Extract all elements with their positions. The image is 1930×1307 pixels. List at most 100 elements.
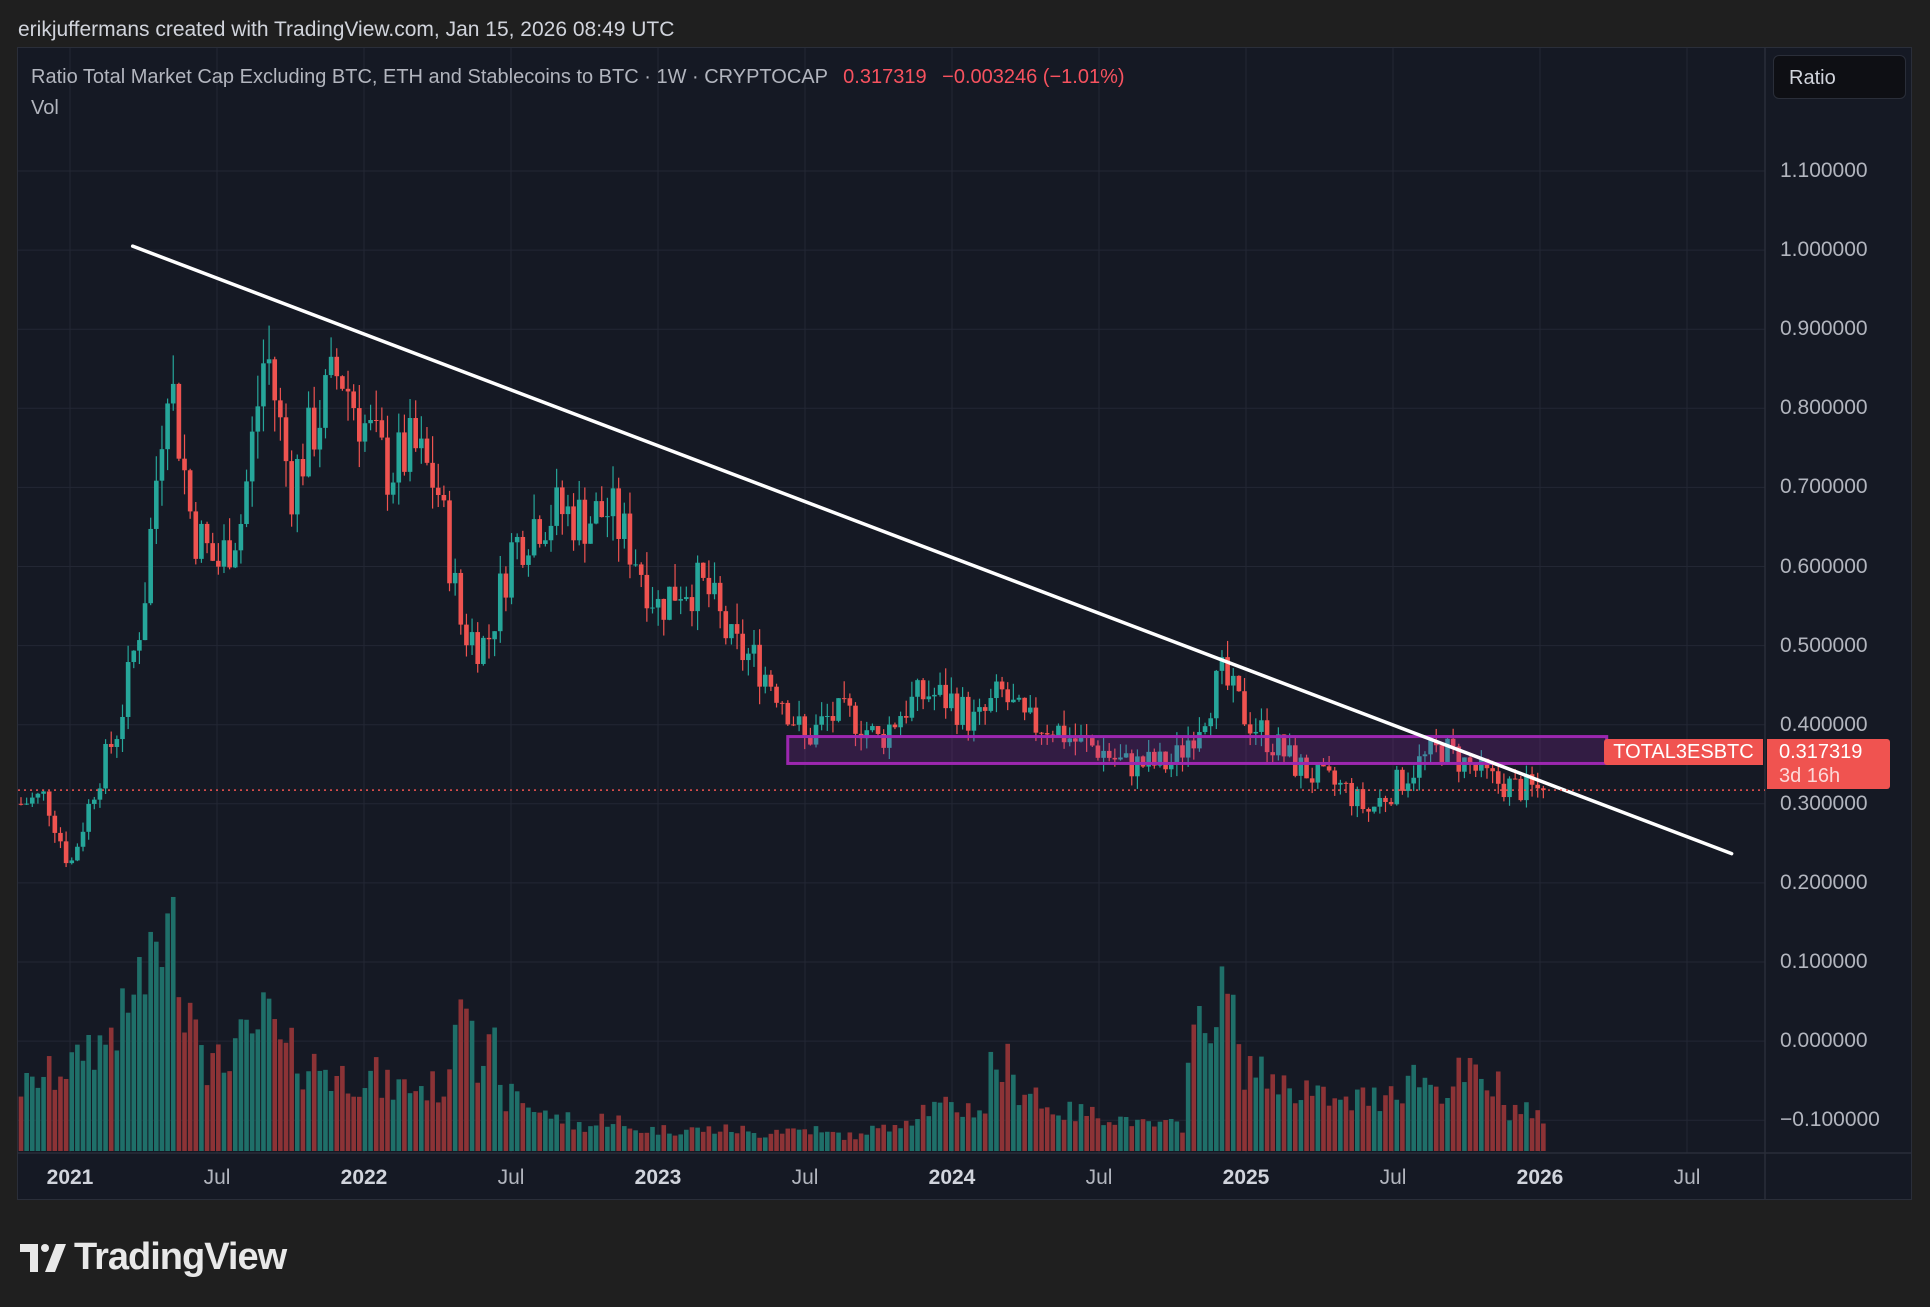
candle-body bbox=[954, 693, 960, 725]
candle-body bbox=[492, 631, 497, 640]
candle-body bbox=[435, 487, 441, 495]
candle-body bbox=[1450, 738, 1456, 747]
volume-bar bbox=[1197, 1006, 1202, 1151]
candle-body bbox=[700, 562, 706, 578]
candle-body bbox=[244, 481, 249, 524]
candle-body bbox=[441, 494, 447, 501]
time-tick-label: Jul bbox=[497, 1166, 525, 1189]
volume-bar bbox=[452, 1024, 458, 1151]
price-tick-label: 0.500000 bbox=[1780, 633, 1868, 657]
chart-panel[interactable] bbox=[17, 47, 1912, 1200]
volume-bar bbox=[1214, 1027, 1219, 1151]
candle-body bbox=[249, 431, 255, 482]
volume-bar bbox=[1123, 1117, 1129, 1151]
volume-bar bbox=[1101, 1125, 1106, 1151]
candle-body bbox=[390, 482, 396, 495]
volume-bar bbox=[650, 1126, 655, 1151]
candle-body bbox=[1366, 809, 1371, 812]
volume-bar bbox=[977, 1110, 982, 1151]
volume-bar bbox=[1439, 1103, 1445, 1151]
volume-bar bbox=[311, 1053, 317, 1151]
time-tick-label: 2024 bbox=[928, 1166, 976, 1189]
volume-bar bbox=[768, 1133, 774, 1151]
volume-bar bbox=[554, 1114, 559, 1151]
symbol-legend: Ratio Total Market Cap Excluding BTC, ET… bbox=[31, 66, 1125, 89]
candle-body bbox=[684, 597, 689, 600]
volume-bar bbox=[762, 1137, 768, 1151]
volume-bar bbox=[858, 1133, 864, 1151]
volume-bar bbox=[46, 1056, 52, 1151]
volume-bar bbox=[824, 1131, 830, 1151]
volume-bar bbox=[497, 1084, 503, 1151]
candle-body bbox=[808, 735, 813, 745]
candle-body bbox=[385, 437, 390, 495]
volume-bar bbox=[520, 1103, 526, 1151]
candle-body bbox=[768, 674, 774, 687]
candle-body bbox=[605, 516, 610, 518]
volume-bar bbox=[1332, 1098, 1338, 1151]
volume-bar bbox=[18, 1096, 24, 1151]
volume-bar bbox=[176, 997, 182, 1151]
candle-body bbox=[261, 363, 266, 407]
candle-body bbox=[351, 391, 356, 409]
volume-bar bbox=[870, 1125, 875, 1151]
candle-body bbox=[1512, 778, 1518, 780]
candle-body bbox=[1388, 801, 1394, 805]
candle-body bbox=[402, 432, 407, 472]
candle-body bbox=[165, 403, 170, 450]
volume-bar bbox=[1315, 1085, 1321, 1151]
volume-bar bbox=[1022, 1094, 1027, 1151]
candle-body bbox=[1016, 697, 1022, 700]
volume-bar bbox=[137, 957, 142, 1151]
volume-bar bbox=[599, 1113, 605, 1151]
candle-body bbox=[932, 694, 937, 697]
volume-bar bbox=[887, 1131, 892, 1151]
candle-body bbox=[1383, 797, 1388, 802]
volume-bar bbox=[29, 1076, 35, 1151]
volume-bar bbox=[1168, 1118, 1174, 1151]
tradingview-logo-icon bbox=[20, 1243, 66, 1272]
candle-body bbox=[300, 459, 306, 477]
last-price: 0.317319 bbox=[843, 66, 927, 88]
candle-body bbox=[627, 513, 633, 565]
candle-body bbox=[509, 542, 514, 598]
candle-body bbox=[824, 716, 830, 718]
volume-bar bbox=[165, 913, 170, 1151]
volume-bar bbox=[593, 1125, 599, 1151]
volume-bar bbox=[1208, 1043, 1213, 1151]
candle-body bbox=[1208, 718, 1213, 727]
candle-body bbox=[875, 726, 881, 734]
candle-body bbox=[543, 540, 548, 544]
bar-countdown: 3d 16h bbox=[1779, 765, 1841, 787]
candle-body bbox=[1276, 734, 1281, 756]
volume-bar bbox=[588, 1126, 593, 1151]
volume-bar bbox=[1163, 1120, 1168, 1151]
candle-body bbox=[1225, 657, 1230, 686]
candle-body bbox=[712, 582, 717, 595]
candle-body bbox=[1428, 740, 1433, 755]
candle-body bbox=[1298, 757, 1304, 776]
volume-bar bbox=[368, 1070, 373, 1151]
candle-body bbox=[1253, 731, 1259, 734]
volume-bar bbox=[1304, 1080, 1309, 1151]
candle-body bbox=[672, 586, 678, 601]
candle-body bbox=[949, 693, 954, 709]
volume-bar bbox=[385, 1069, 390, 1151]
candle-body bbox=[159, 449, 165, 481]
volume-bar bbox=[808, 1134, 813, 1151]
candle-body bbox=[486, 637, 492, 640]
scale-mode-button[interactable]: Ratio bbox=[1773, 55, 1906, 99]
volume-bar bbox=[142, 994, 148, 1151]
volume-bar bbox=[875, 1128, 881, 1151]
candle-body bbox=[1214, 670, 1219, 719]
candle-body bbox=[317, 427, 323, 450]
candle-body bbox=[1101, 750, 1106, 758]
volume-bar bbox=[266, 998, 272, 1151]
volume-bar bbox=[802, 1129, 808, 1151]
tradingview-logo[interactable]: TradingView bbox=[20, 1236, 287, 1279]
volume-bar bbox=[605, 1126, 610, 1151]
volume-bar bbox=[63, 1078, 69, 1151]
volume-bar bbox=[1112, 1124, 1118, 1151]
candle-body bbox=[526, 555, 531, 565]
